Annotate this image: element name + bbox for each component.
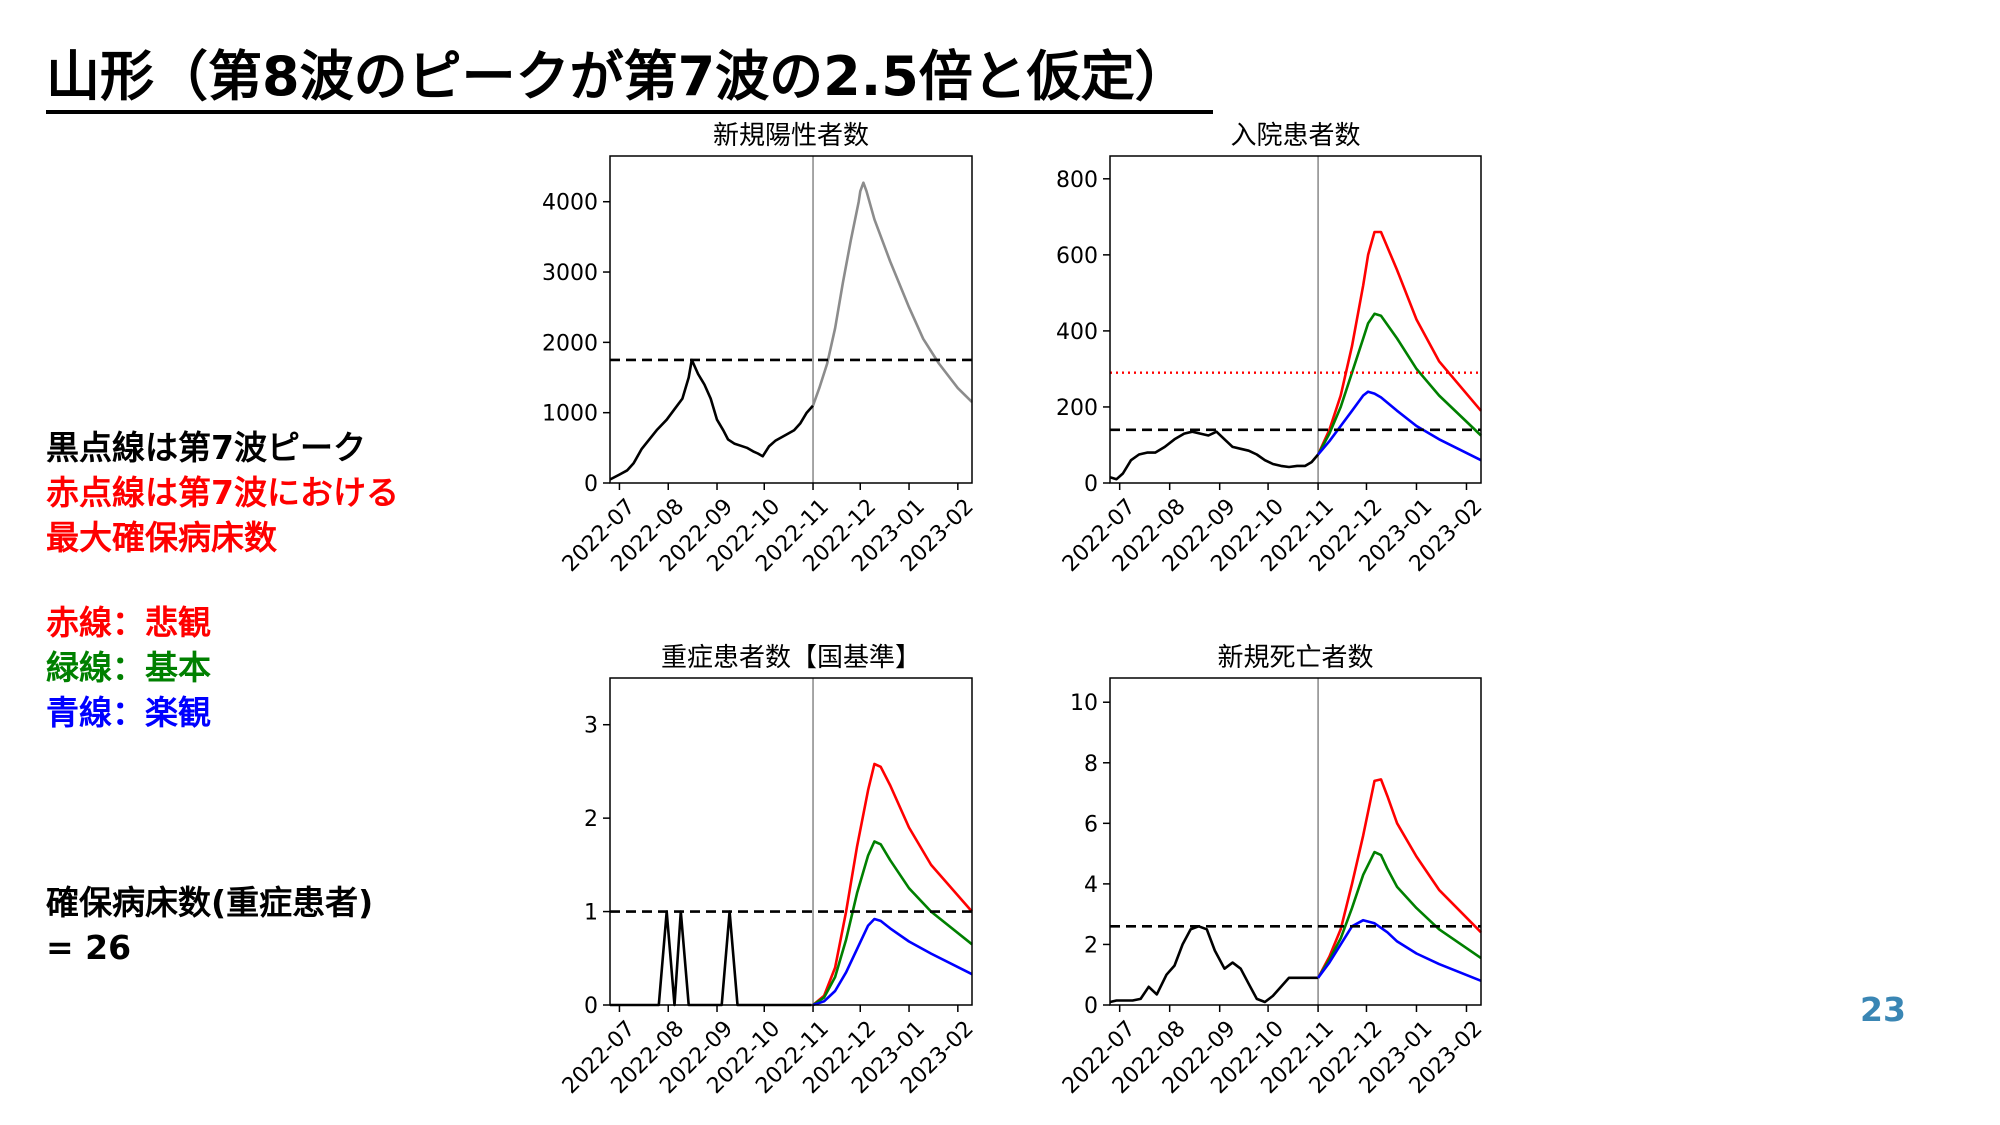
- plot-frame: [1109, 155, 1482, 484]
- series-line-1: [1316, 778, 1482, 979]
- x-tick-label: 2022-10: [703, 494, 786, 577]
- y-tick-label: 8: [1084, 752, 1098, 777]
- note-blue-line: 青線：楽観: [46, 693, 211, 732]
- x-tick-label: 2023-02: [896, 494, 979, 577]
- x-tick-label: 2022-09: [1158, 1016, 1241, 1099]
- y-tick-label: 1: [584, 901, 598, 926]
- chart-title: 新規陽性者数: [713, 121, 869, 151]
- y-tick-label: 4000: [542, 191, 598, 216]
- x-tick-label: 2022-10: [703, 1016, 786, 1099]
- note-red-dotted: 赤点線は第7波における: [46, 473, 399, 512]
- chart-title: 入院患者数: [1230, 121, 1360, 151]
- slide-title: 山形（第8波のピークが第7波の2.5倍と仮定）: [46, 44, 1213, 114]
- x-tick-label: 2022-07: [558, 494, 641, 577]
- x-tick-label: 2023-01: [847, 494, 930, 577]
- x-tick-label: 2022-07: [1058, 494, 1141, 577]
- x-tick-label: 2023-02: [1405, 494, 1488, 577]
- x-tick-label: 2023-02: [896, 1016, 979, 1099]
- y-tick-label: 2: [1084, 933, 1098, 958]
- series-line-2: [1316, 850, 1482, 979]
- series-line-0: [610, 910, 812, 1007]
- y-tick-label: 200: [1056, 396, 1098, 421]
- notes-beds: 確保病床数(重症患者) = 26: [46, 880, 373, 970]
- y-tick-label: 0: [1084, 994, 1098, 1019]
- x-tick-label: 2022-08: [1108, 1016, 1191, 1099]
- y-tick-label: 400: [1056, 320, 1098, 345]
- notes-scenarios: 赤線：悲観 緑線：基本 青線：楽観: [46, 600, 211, 735]
- plot-frame: [1109, 677, 1482, 1006]
- x-tick-label: 2022-09: [655, 1016, 738, 1099]
- y-tick-label: 3: [584, 714, 598, 739]
- x-tick-label: 2022-12: [1305, 494, 1388, 577]
- y-tick-label: 10: [1070, 691, 1098, 716]
- series-line-1: [811, 181, 973, 407]
- series-line-3: [1317, 390, 1482, 462]
- plot-frame: [609, 677, 973, 1006]
- x-tick-label: 2022-11: [751, 494, 834, 577]
- series-line-1: [812, 762, 973, 1006]
- series-line-3: [1317, 918, 1482, 983]
- y-tick-label: 3000: [542, 261, 598, 286]
- x-tick-label: 2022-09: [1158, 494, 1241, 577]
- y-tick-label: 600: [1056, 244, 1098, 269]
- x-tick-label: 2022-08: [1108, 494, 1191, 577]
- plot-frame: [609, 155, 973, 484]
- series-line-0: [1109, 430, 1320, 481]
- x-tick-label: 2022-10: [1206, 494, 1289, 577]
- note-bed-value: = 26: [46, 928, 132, 967]
- note-red-line: 赤線：悲観: [46, 603, 211, 642]
- page-number: 23: [1860, 990, 1906, 1029]
- series-line-0: [1109, 924, 1319, 1004]
- series-line-3: [812, 917, 973, 1007]
- chart-title: 新規死亡者数: [1217, 643, 1373, 673]
- chart-title: 重症患者数【国基準】: [661, 643, 921, 673]
- x-tick-label: 2022-07: [558, 1016, 641, 1099]
- series-line-2: [812, 840, 973, 1007]
- y-tick-label: 800: [1056, 168, 1098, 193]
- x-tick-label: 2022-12: [799, 1016, 882, 1099]
- series-line-1: [1316, 230, 1482, 456]
- x-tick-label: 2023-01: [1355, 1016, 1438, 1099]
- y-tick-label: 0: [584, 994, 598, 1019]
- y-tick-label: 0: [584, 472, 598, 497]
- x-tick-label: 2023-01: [1355, 494, 1438, 577]
- series-line-0: [609, 358, 814, 481]
- y-tick-label: 6: [1084, 812, 1098, 837]
- x-tick-label: 2023-01: [847, 1016, 930, 1099]
- y-tick-label: 4: [1084, 873, 1098, 898]
- notes-reference-lines: 黒点線は第7波ピーク 赤点線は第7波における 最大確保病床数: [46, 425, 399, 560]
- x-tick-label: 2022-12: [799, 494, 882, 577]
- note-bed-label: 確保病床数(重症患者): [46, 883, 374, 922]
- x-tick-label: 2022-07: [1058, 1016, 1141, 1099]
- x-tick-label: 2022-11: [1256, 1016, 1339, 1099]
- note-black-dashed: 黒点線は第7波ピーク: [46, 428, 366, 467]
- series-line-2: [1316, 312, 1482, 456]
- x-tick-label: 2022-09: [655, 494, 738, 577]
- x-tick-label: 2022-11: [751, 1016, 834, 1099]
- note-red-dotted-cont: 最大確保病床数: [46, 518, 277, 557]
- y-tick-label: 0: [1084, 472, 1098, 497]
- note-green-line: 緑線：基本: [46, 648, 211, 687]
- x-tick-label: 2022-08: [607, 1016, 690, 1099]
- y-tick-label: 2000: [542, 331, 598, 356]
- x-tick-label: 2023-02: [1405, 1016, 1488, 1099]
- x-tick-label: 2022-08: [607, 494, 690, 577]
- x-tick-label: 2022-11: [1256, 494, 1339, 577]
- y-tick-label: 2: [584, 807, 598, 832]
- x-tick-label: 2022-12: [1305, 1016, 1388, 1099]
- y-tick-label: 1000: [542, 402, 598, 427]
- x-tick-label: 2022-10: [1206, 1016, 1289, 1099]
